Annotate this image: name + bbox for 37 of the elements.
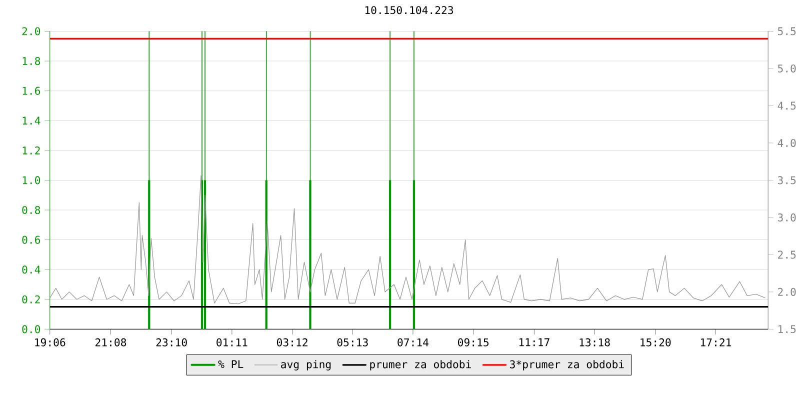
x-tick-label: 15:20 (640, 338, 671, 346)
legend-label: 3*prumer za obdobi (510, 360, 624, 370)
x-tick-label: 21:08 (96, 338, 126, 346)
y2-tick-label: 3.5 (778, 176, 796, 184)
y2-tick-label: 1.5 (778, 325, 796, 334)
x-tick-label: 05:13 (337, 338, 368, 346)
y-tick-label: 1.4 (22, 116, 40, 125)
x-tick-label: 23:10 (156, 338, 187, 346)
y2-tick-label: 5.5 (778, 27, 796, 36)
y-tick-label: 1.8 (22, 57, 40, 66)
x-tick-label: 01:11 (216, 338, 248, 346)
y-tick-label: 0.6 (22, 236, 40, 244)
y-tick-label: 1.6 (22, 86, 40, 95)
x-tick-label: 13:18 (580, 338, 610, 346)
y-tick-label: 1.0 (22, 176, 40, 184)
legend-label: avg ping (281, 360, 331, 370)
y2-tick-label: 5.0 (778, 64, 796, 73)
y-tick-label: 1.2 (22, 146, 40, 154)
y-tick-label: 0.0 (22, 325, 40, 334)
y2-tick-label: 4.5 (778, 102, 796, 110)
y2-tick-label: 2.0 (778, 288, 796, 296)
legend-label: % PL (218, 360, 244, 368)
y-tick-label: 0.2 (22, 295, 40, 304)
x-tick-label: 03:12 (276, 338, 308, 346)
y2-tick-label: 2.5 (778, 250, 796, 259)
y-tick-label: 2.0 (22, 27, 40, 36)
x-tick-label: 11:17 (519, 338, 550, 346)
x-tick-label: 09:15 (458, 338, 488, 346)
legend-label: prumer za obdobi (370, 360, 471, 370)
x-tick-label: 07:14 (398, 338, 428, 346)
y-tick-label: 0.8 (22, 206, 40, 214)
x-tick-label: 19:06 (35, 338, 66, 346)
y-tick-label: 0.4 (22, 266, 40, 274)
y2-tick-label: 3.0 (778, 213, 796, 222)
x-tick-label: 17:21 (700, 338, 732, 346)
chart-title: 10.150.104.223 (365, 6, 454, 14)
y2-tick-label: 4.0 (778, 138, 796, 147)
